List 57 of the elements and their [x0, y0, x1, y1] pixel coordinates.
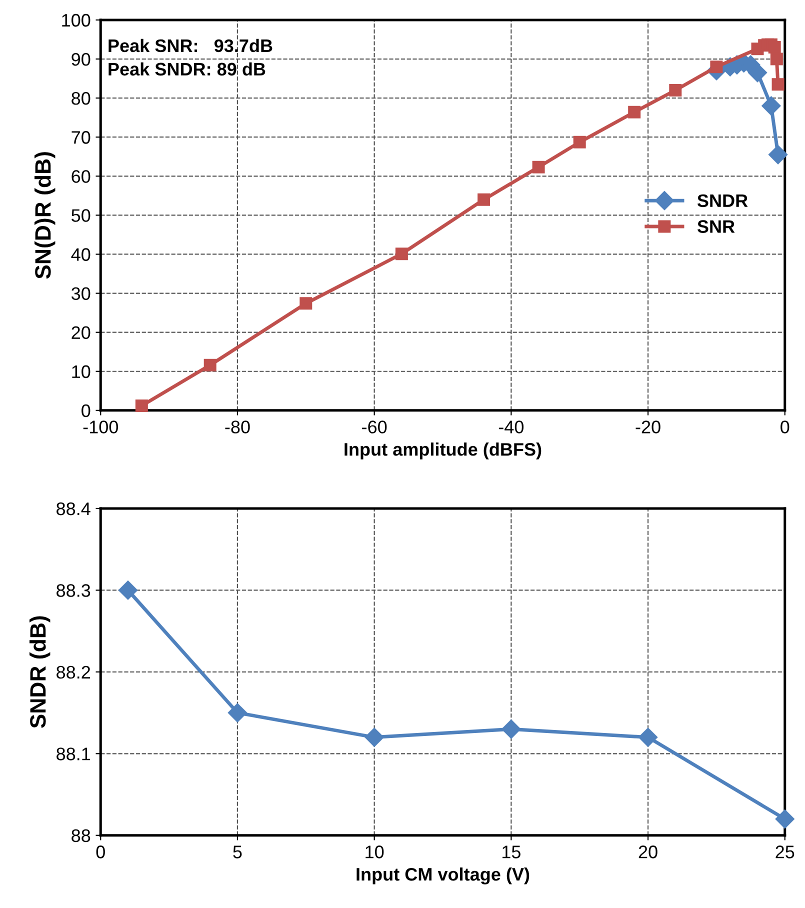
point — [478, 193, 490, 206]
y-tick-label: 70 — [72, 131, 90, 144]
x-tick-label: 15 — [502, 846, 520, 858]
y-tick-label: 30 — [72, 287, 90, 300]
point — [638, 728, 658, 747]
point — [710, 60, 723, 74]
x-tick-label: -20 — [636, 420, 660, 434]
y-tick-label: 10 — [72, 365, 90, 378]
y-tick-label: 80 — [72, 92, 90, 105]
point — [118, 580, 138, 600]
x-tick-label: 0 — [96, 846, 105, 858]
point — [772, 78, 784, 91]
point — [395, 248, 408, 260]
legend-label: SNR — [697, 220, 735, 233]
legend-label: SNDR — [697, 194, 748, 208]
y-axis-title: SN(D)R (dB) — [34, 152, 56, 279]
x-axis-title: Input amplitude (dBFS) — [344, 442, 542, 460]
x-tick-label: -60 — [362, 420, 387, 434]
annotation: Peak SNDR: 89 dB — [108, 62, 266, 76]
point — [775, 809, 794, 829]
point — [532, 160, 545, 174]
x-tick-label: 20 — [638, 846, 658, 858]
point — [228, 703, 248, 722]
point — [768, 41, 781, 54]
x-tick-label: 10 — [366, 846, 384, 858]
x-tick-label: 0 — [780, 420, 790, 434]
y-tick-label: 90 — [72, 52, 90, 66]
point — [669, 84, 682, 97]
point — [502, 720, 521, 739]
x-tick-label: -80 — [225, 420, 250, 434]
x-tick-label: 5 — [233, 846, 242, 858]
y-tick-label: 88.1 — [56, 748, 90, 760]
x-tick-label: -40 — [498, 420, 524, 434]
y-tick-label: 50 — [72, 209, 90, 222]
y-axis-title: SNDR (dB) — [29, 616, 50, 728]
y-tick-label: 88.3 — [56, 584, 90, 597]
y-tick-label: 88.2 — [56, 666, 90, 679]
point — [768, 145, 788, 164]
y-tick-label: 0 — [82, 404, 90, 418]
x-tick-label: 25 — [776, 846, 794, 858]
y-tick-label: 20 — [72, 326, 90, 340]
y-tick-label: 88.4 — [56, 502, 90, 516]
x-tick-label: -100 — [83, 420, 118, 434]
point — [135, 399, 148, 412]
point — [762, 96, 781, 116]
annotation: Peak SNR: 93.7dB — [108, 38, 272, 52]
point — [364, 728, 384, 747]
point — [300, 297, 312, 310]
point — [204, 358, 216, 372]
x-axis-title: Input CM voltage (V) — [356, 867, 530, 884]
y-tick-label: 40 — [71, 248, 90, 261]
point — [573, 136, 586, 148]
point — [770, 52, 783, 66]
point — [628, 106, 641, 118]
y-tick-label: 100 — [62, 14, 90, 27]
y-tick-label: 60 — [72, 170, 90, 183]
y-tick-label: 88 — [72, 829, 90, 842]
